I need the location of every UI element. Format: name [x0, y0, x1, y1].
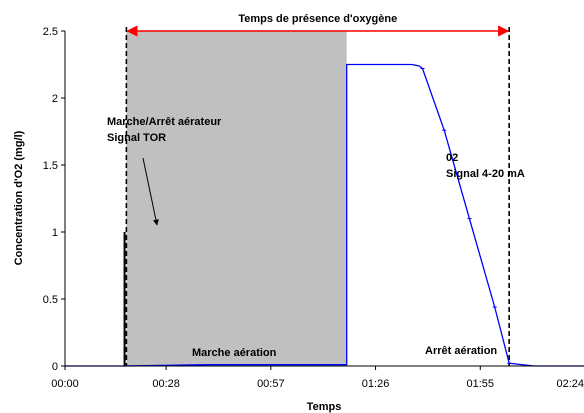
x-tick-label: 00:28	[152, 378, 180, 390]
x-tick-label: 01:26	[362, 378, 390, 390]
o2-annotation-line1: 02	[446, 152, 458, 164]
y-tick-label: 0.5	[43, 294, 58, 306]
o2-annotation-line2: Signal 4-20 mA	[446, 168, 525, 180]
y-tick-label: 1	[52, 227, 58, 239]
x-tick-label: 02:24	[556, 378, 584, 390]
marche-aeration-label: Marche aération	[192, 347, 277, 359]
y-tick-label: 0	[52, 361, 58, 373]
y-tick-label: 2.5	[43, 26, 58, 38]
x-tick-label: 00:57	[257, 378, 285, 390]
y-tick-label: 1.5	[43, 160, 58, 172]
arret-aeration-label: Arrêt aération	[425, 345, 497, 357]
y-axis-title: Concentration d'O2 (mg/l)	[13, 130, 25, 265]
aeration-shaded-region	[126, 31, 347, 366]
oxygen-presence-label: Temps de présence d'oxygène	[238, 13, 397, 25]
aerator-pointer-arrow	[142, 157, 159, 226]
y-tick-label: 2	[52, 93, 58, 105]
x-tick-label: 01:55	[467, 378, 495, 390]
o2-series-line	[65, 63, 584, 367]
x-axis-title: Temps	[307, 401, 342, 413]
series-layer	[65, 63, 584, 367]
x-tick-label: 00:00	[51, 378, 79, 390]
aerator-annotation-line2: Signal TOR	[107, 132, 166, 144]
ticks-layer: 0 0.5 1 1.5 2 2.5 00:00 00:28 00:57 01:26 01:55 02:…	[43, 26, 584, 390]
aerator-annotation-line1: Marche/Arrêt aérateur	[107, 116, 222, 128]
